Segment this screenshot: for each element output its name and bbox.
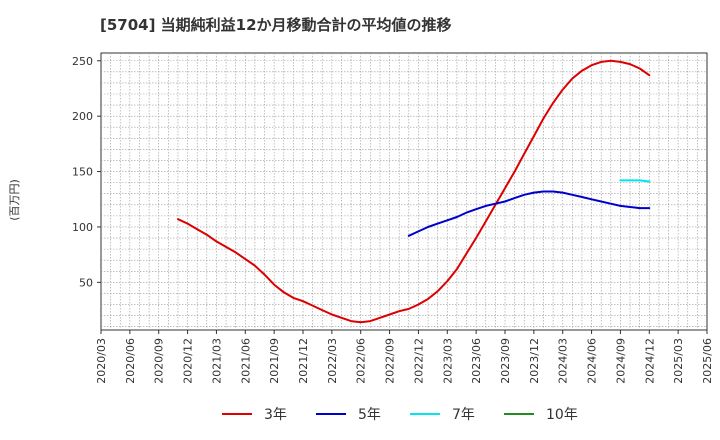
y-axis: 50 100 150 200 250 [72, 55, 101, 289]
legend-label: 7年 [452, 407, 475, 423]
x-tick-label: 2020/03 [95, 338, 108, 384]
x-tick-label: 2025/06 [701, 338, 714, 384]
y-tick-label: 200 [72, 110, 93, 123]
legend: 3年 5年 7年 10年 [222, 407, 578, 423]
x-tick-label: 2023/06 [470, 338, 483, 384]
x-tick-label: 2022/03 [326, 338, 339, 384]
x-tick-label: 2023/03 [441, 338, 454, 384]
x-tick-label: 2022/09 [384, 338, 397, 384]
legend-label: 5年 [358, 407, 381, 423]
x-tick-label: 2024/03 [557, 338, 570, 384]
x-axis: 2020/03 2020/06 2020/09 2020/12 2021/03 2021/… [95, 330, 714, 384]
x-tick-label: 2022/06 [355, 338, 368, 384]
chart-title: [5704] 当期純利益12か月移動合計の平均値の推移 [100, 16, 452, 34]
x-tick-label: 2024/09 [614, 338, 627, 384]
x-tick-label: 2021/12 [297, 338, 310, 384]
y-axis-title: (百万円) [8, 179, 21, 221]
y-tick-label: 100 [72, 221, 93, 234]
grid-lines [101, 53, 707, 330]
x-tick-label: 2021/03 [210, 338, 223, 384]
x-tick-label: 2023/12 [528, 338, 541, 384]
x-tick-label: 2024/12 [643, 338, 656, 384]
x-tick-label: 2020/12 [182, 338, 195, 384]
series-lines [177, 59, 651, 324]
series-line-3年 [177, 59, 651, 324]
x-tick-label: 2025/03 [672, 338, 685, 384]
series-line-7年 [619, 179, 651, 183]
legend-label: 10年 [546, 407, 578, 423]
legend-label: 3年 [264, 407, 287, 423]
y-tick-label: 250 [72, 55, 93, 68]
x-tick-label: 2021/06 [239, 338, 252, 384]
y-tick-label: 50 [79, 276, 93, 289]
plot-area [100, 52, 708, 331]
x-tick-label: 2024/06 [586, 338, 599, 384]
x-tick-label: 2020/09 [153, 338, 166, 384]
y-tick-label: 150 [72, 166, 93, 179]
series-line-5年 [407, 190, 651, 237]
x-tick-label: 2023/09 [499, 338, 512, 384]
x-tick-label: 2022/12 [412, 338, 425, 384]
x-tick-label: 2020/06 [124, 338, 137, 384]
x-tick-label: 2021/09 [268, 338, 281, 384]
